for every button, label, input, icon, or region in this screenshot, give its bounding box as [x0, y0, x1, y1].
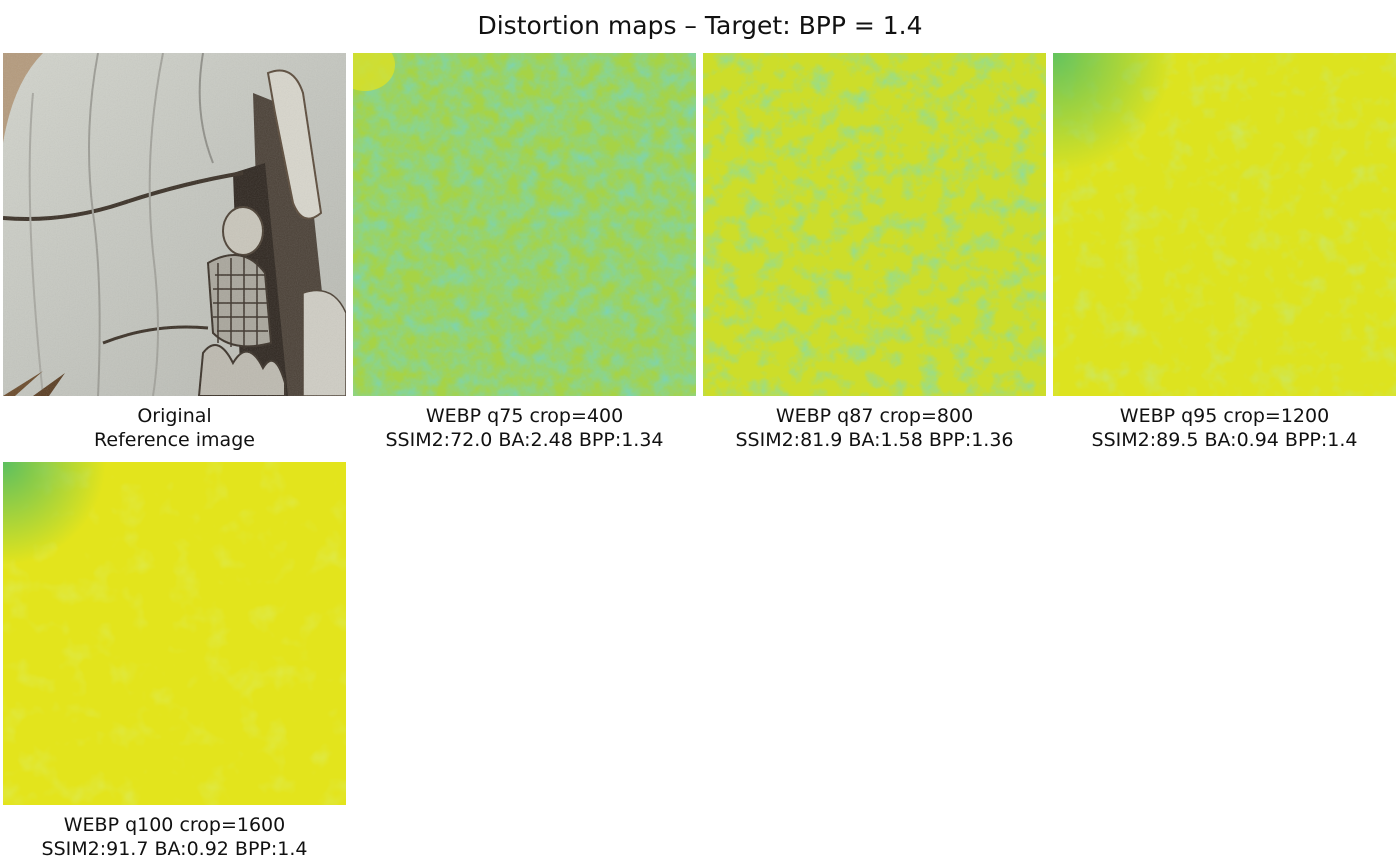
panel-caption: WEBP q100 crop=1600 SSIM2:91.7 BA:0.92 B…: [3, 813, 346, 861]
caption-line-2: SSIM2:81.9 BA:1.58 BPP:1.36: [735, 429, 1014, 451]
figure-title: Distortion maps – Target: BPP = 1.4: [477, 11, 923, 40]
caption-line-1: Original: [137, 405, 212, 427]
caption-line-2: Reference image: [94, 429, 255, 451]
caption-line-1: WEBP q75 crop=400: [425, 405, 624, 427]
panel-webp-q75: WEBP q75 crop=400 SSIM2:72.0 BA:2.48 BPP…: [353, 53, 696, 452]
panel-caption: WEBP q75 crop=400 SSIM2:72.0 BA:2.48 BPP…: [353, 404, 696, 452]
panel-caption: WEBP q95 crop=1200 SSIM2:89.5 BA:0.94 BP…: [1053, 404, 1396, 452]
caption-line-2: SSIM2:89.5 BA:0.94 BPP:1.4: [1091, 429, 1358, 451]
panel-webp-q87: WEBP q87 crop=800 SSIM2:81.9 BA:1.58 BPP…: [703, 53, 1046, 452]
caption-line-1: WEBP q100 crop=1600: [63, 814, 286, 836]
caption-line-2: SSIM2:91.7 BA:0.92 BPP:1.4: [41, 838, 308, 860]
reference-image: [3, 53, 346, 396]
panel-caption: Original Reference image: [3, 404, 346, 452]
panel-webp-q100: WEBP q100 crop=1600 SSIM2:91.7 BA:0.92 B…: [3, 462, 346, 861]
distortion-map: [3, 462, 346, 805]
distortion-map: [1053, 53, 1396, 396]
distortion-map: [703, 53, 1046, 396]
caption-line-1: WEBP q95 crop=1200: [1119, 405, 1330, 427]
caption-line-2: SSIM2:72.0 BA:2.48 BPP:1.34: [385, 429, 664, 451]
panel-caption: WEBP q87 crop=800 SSIM2:81.9 BA:1.58 BPP…: [703, 404, 1046, 452]
caption-line-1: WEBP q87 crop=800: [775, 405, 974, 427]
distortion-map: [353, 53, 696, 396]
panel-webp-q95: WEBP q95 crop=1200 SSIM2:89.5 BA:0.94 BP…: [1053, 53, 1396, 452]
panel-original: Original Reference image: [3, 53, 346, 452]
